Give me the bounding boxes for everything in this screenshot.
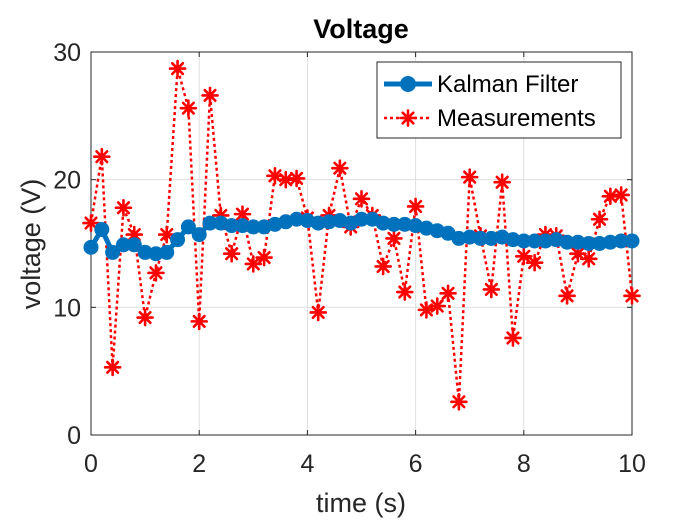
measurements-point [190, 312, 208, 331]
measurements-point [287, 169, 306, 188]
measurements-point [395, 283, 414, 301]
kalman-filter-point [613, 233, 629, 249]
kalman-filter-point [94, 221, 110, 237]
x-tick-label: 0 [84, 450, 98, 478]
legend-star-glyph [399, 109, 417, 127]
measurements-point [612, 186, 630, 204]
measurements-point [168, 59, 187, 78]
measurements-point [504, 329, 522, 347]
measurements-point [590, 210, 609, 229]
legend-item-kalman-filter: Kalman Filter [384, 71, 578, 98]
kalman-filter-point [83, 239, 99, 255]
y-tick-label: 0 [67, 422, 81, 450]
kalman-filter-point [386, 216, 402, 232]
measurements-point [222, 244, 241, 263]
y-tick-label: 30 [53, 39, 81, 67]
x-tick-label: 6 [409, 450, 423, 478]
series-layer [82, 59, 641, 411]
kalman-filter-point [559, 234, 575, 250]
kalman-filter-point [126, 237, 142, 253]
x-tick-label: 2 [192, 450, 206, 478]
chart-title: Voltage [313, 14, 409, 44]
kalman-filter-point [473, 230, 489, 246]
x-tick-label: 4 [300, 450, 314, 478]
kalman-filter-point [581, 236, 597, 251]
kalman-filter-point [527, 233, 543, 249]
kalman-filter-point [115, 237, 131, 253]
legend-kalman-marker-icon [400, 76, 416, 92]
y-tick-label: 10 [53, 294, 81, 322]
legend-box [376, 61, 622, 139]
measurements-point [558, 287, 576, 305]
legend: Kalman Filter Measurements [376, 61, 622, 139]
measurements-point [179, 99, 198, 117]
y-axis-label: voltage (V) [16, 179, 46, 310]
measurements-point [82, 214, 100, 232]
measurements-point [439, 284, 457, 303]
measurements-point [147, 264, 165, 282]
measurements-point [103, 358, 122, 377]
kalman-filter-point [170, 232, 186, 248]
kalman-filter-point [624, 233, 640, 249]
measurements-point [201, 86, 219, 105]
kalman-filter-point [191, 227, 207, 243]
measurements-point [331, 159, 349, 177]
legend-item-measurements: Measurements [384, 105, 596, 132]
measurements-point [385, 229, 403, 248]
x-axis-label: time (s) [316, 488, 406, 518]
measurements-point [114, 198, 133, 217]
kalman-filter-point [245, 219, 261, 235]
kalman-filter-point [105, 244, 121, 260]
measurements-point [482, 280, 501, 299]
measurements-point [352, 190, 371, 208]
kalman-filter-point [516, 233, 532, 249]
measurements-point [309, 303, 328, 322]
kalman-filter-point [224, 218, 240, 234]
x-tick-label: 8 [517, 450, 531, 478]
kalman-filter-point [354, 211, 369, 227]
measurements-point [406, 197, 425, 216]
kalman-filter-point [180, 219, 196, 235]
measurements-point [428, 297, 447, 315]
axis-ticks: 0 2 4 6 8 10 0 10 20 30 [53, 39, 646, 478]
measurements-point [93, 147, 111, 166]
measurements-point [493, 173, 511, 192]
measurements-point [374, 257, 392, 276]
y-tick-label: 20 [53, 167, 81, 195]
measurements-point [450, 393, 468, 411]
legend-label-measurements: Measurements [437, 105, 596, 132]
measurements-point [525, 253, 544, 272]
kalman-filter-point [159, 244, 175, 260]
measurements-point [136, 308, 154, 327]
legend-label-kalman-filter: Kalman Filter [437, 71, 578, 98]
measurements-point [579, 250, 598, 268]
x-tick-label: 10 [618, 450, 646, 478]
measurements-point [255, 248, 273, 267]
measurements-point [623, 287, 641, 305]
legend-measurements-star-icon [399, 109, 417, 127]
measurements-point [460, 168, 479, 186]
kalman-filter-point [202, 215, 218, 231]
measurements-point [514, 247, 533, 266]
